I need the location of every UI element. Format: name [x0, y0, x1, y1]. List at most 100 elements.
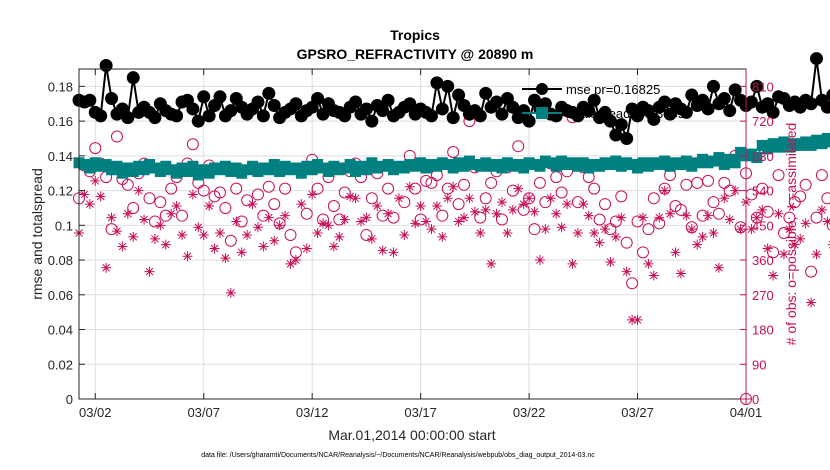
obs-possible-point: [268, 198, 281, 211]
obs-possible-point: [712, 207, 725, 220]
obs-assimilated-point: [496, 197, 507, 208]
y-tick-label: 0.14: [48, 149, 73, 164]
obs-assimilated-point: [600, 224, 611, 235]
obs-assimilated-point: [361, 212, 372, 223]
obs-possible-point: [810, 211, 823, 224]
obs-possible-point: [284, 228, 297, 241]
obs-possible-point: [420, 174, 433, 187]
rmse-point: [647, 112, 661, 126]
x-tick-label: 03/12: [296, 405, 329, 420]
obs-possible-point: [620, 236, 633, 249]
obs-assimilated-point: [784, 224, 795, 235]
obs-assimilated-point: [442, 193, 453, 204]
obs-possible-point: [799, 178, 812, 191]
obs-assimilated-point: [133, 185, 144, 196]
obs-assimilated-point: [491, 208, 502, 219]
obs-assimilated-point: [290, 255, 301, 266]
obs-possible-point: [176, 209, 189, 222]
obs-assimilated-point: [90, 175, 101, 186]
obs-assimilated-point: [735, 224, 746, 235]
obs-possible-point: [311, 182, 324, 195]
obs-assimilated-point: [713, 262, 724, 273]
obs-assimilated-point: [101, 262, 112, 273]
rmse-point: [316, 107, 330, 121]
obs-assimilated-point: [681, 210, 692, 221]
y-tick-label: 0.08: [48, 253, 73, 268]
y-right-tick-label: 630: [752, 149, 774, 164]
obs-assimilated-point: [214, 228, 225, 239]
rmse-point: [213, 90, 227, 104]
x-tick-label: 03/27: [621, 405, 654, 420]
obs-possible-point: [154, 196, 167, 209]
obs-assimilated-point: [789, 239, 800, 250]
totalspread-point: [360, 164, 372, 176]
obs-possible-point: [805, 265, 818, 278]
obs-assimilated-point: [654, 212, 665, 223]
obs-assimilated-point: [415, 201, 426, 212]
obs-possible-point: [555, 186, 568, 199]
y-right-tick-label: 360: [752, 253, 774, 268]
rmse-point: [809, 52, 823, 66]
rmse-point: [495, 107, 509, 121]
obs-possible-point: [452, 198, 465, 211]
totalspread-point: [713, 152, 725, 164]
obs-assimilated-point: [95, 191, 106, 202]
obs-assimilated-point: [724, 214, 735, 225]
totalspread-point: [821, 132, 830, 144]
obs-assimilated-point: [274, 220, 285, 231]
obs-assimilated-point: [534, 255, 545, 266]
obs-assimilated-point: [670, 247, 681, 258]
legend: mse pr=0.16825 totalspread=0.13589: [522, 82, 685, 121]
rmse-point: [522, 114, 536, 128]
obs-assimilated-point: [139, 214, 150, 225]
totalspread-point: [111, 160, 123, 172]
obs-assimilated-point: [556, 222, 567, 233]
rmse-point: [473, 109, 487, 123]
rmse-point: [403, 97, 417, 111]
obs-assimilated-point: [377, 245, 388, 256]
obs-assimilated-point: [171, 201, 182, 212]
obs-possible-point: [702, 174, 715, 187]
rmse-point: [446, 111, 460, 125]
rmse-point: [587, 93, 601, 107]
obs-assimilated-point: [182, 251, 193, 262]
rmse-point: [603, 114, 617, 128]
obs-assimilated-point: [719, 193, 730, 204]
legend-label-rmse: mse pr=0.16825: [566, 82, 660, 97]
y-tick-label: 0.1: [55, 218, 73, 233]
x-tick-label: 04/01: [730, 405, 763, 420]
obs-assimilated-point: [822, 216, 830, 227]
rmse-point: [663, 107, 677, 121]
obs-possible-point: [186, 138, 199, 151]
rmse-point: [685, 88, 699, 102]
obs-assimilated-point: [111, 226, 122, 237]
data-file-footer: data file: /Users/gharamti/Documents/NCA…: [201, 452, 595, 459]
obs-assimilated-point: [730, 185, 741, 196]
obs-assimilated-point: [399, 229, 410, 240]
obs-assimilated-point: [122, 208, 133, 219]
obs-assimilated-point: [778, 249, 789, 260]
rmse-point: [744, 95, 758, 109]
x-axis-label: Mar.01,2014 00:00:00 start: [328, 427, 495, 443]
obs-assimilated-point: [301, 243, 312, 254]
obs-possible-point: [121, 178, 134, 191]
obs-possible-point: [495, 213, 508, 226]
obs-assimilated-point: [350, 193, 361, 204]
y-tick-label: 0.18: [48, 79, 73, 94]
obs-possible-point: [588, 182, 601, 195]
obs-assimilated-point: [79, 189, 90, 200]
rmse-point: [126, 71, 140, 85]
obs-assimilated-point: [453, 216, 464, 227]
obs-assimilated-point: [426, 224, 437, 235]
obs-possible-point: [615, 190, 628, 203]
rmse-point: [256, 109, 270, 123]
obs-possible-point: [300, 207, 313, 220]
obs-assimilated-point: [236, 247, 247, 258]
obs-assimilated-point: [177, 229, 188, 240]
obs-possible-point: [794, 190, 807, 203]
rmse-point: [376, 104, 390, 118]
rmse-point: [267, 98, 281, 112]
y-tick-label: 0.12: [48, 184, 73, 199]
y-tick-label: 0.16: [48, 114, 73, 129]
obs-assimilated-point: [166, 208, 177, 219]
